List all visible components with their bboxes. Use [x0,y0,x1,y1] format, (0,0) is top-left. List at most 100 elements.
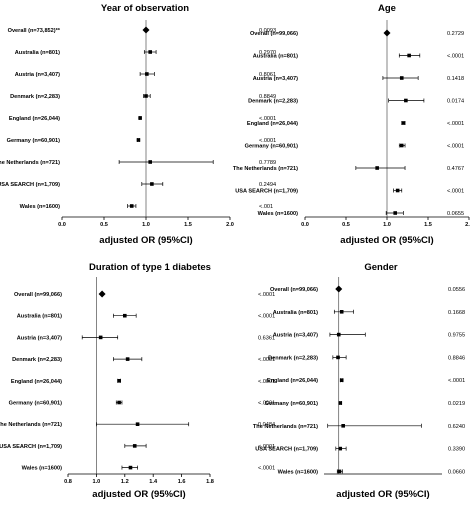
row-label: USA SEARCH (n=1,709) [0,444,62,450]
point-estimate [129,204,134,208]
row-label: The Netherlands (n=721) [0,422,62,428]
point-estimate [98,335,103,340]
p-value: <.0001 [258,357,275,363]
row-label: Overall (n=99,066) [270,287,318,293]
point-estimate [150,182,154,186]
row-label: Australia (n=801) [15,50,60,56]
p-value: 0.0484 [258,422,275,428]
row-label: Wales (n=1600) [20,204,61,210]
p-value: 0.2970 [259,50,276,56]
point-estimate [148,160,152,164]
x-tick-label: 1.0 [383,222,391,228]
p-value: 0.0660 [448,469,465,475]
point-estimate [336,332,341,337]
x-tick-label: 0.8 [64,479,72,485]
row-label: England (n=26,044) [267,378,318,384]
point-estimate [136,138,141,142]
x-tick-label: 1.5 [184,222,192,228]
x-axis-title: adjusted OR (95%CI) [340,235,433,246]
p-value: <.001 [259,204,273,210]
summary-diamond [335,285,343,293]
p-value: <.0001 [258,466,275,472]
x-tick-label: 1.8 [206,479,214,485]
point-estimate [399,76,404,80]
point-estimate [393,211,397,215]
p-value: 0.0093 [259,28,276,34]
p-value: 0.0655 [447,211,464,217]
row-label: Austria (n=3,407) [273,333,318,339]
point-estimate [132,444,137,448]
x-tick-label: 1.5 [424,222,432,228]
p-value: <.0001 [258,444,275,450]
row-label: Austria (n=3,407) [253,76,298,82]
row-label: Austria (n=3,407) [17,335,62,341]
x-tick-label: 1.6 [178,479,186,485]
p-value: 0.1418 [447,76,464,82]
p-value: 0.2729 [447,31,464,37]
point-estimate [404,98,408,103]
row-label: Australia (n=801) [253,54,298,60]
p-value: 0.8849 [259,94,276,100]
point-estimate [144,94,148,98]
row-label: Australia (n=801) [17,314,62,320]
p-value: <.0001 [259,116,276,122]
x-axis-title: adjusted OR (95%CI) [336,489,429,500]
point-estimate [125,357,130,361]
p-value: 0.6361 [258,335,275,341]
row-label: England (n=26,044) [11,379,62,385]
row-label: Denmark (n=2,283) [268,355,318,361]
point-estimate [117,379,121,383]
row-label: Denmark (n=2,283) [12,357,62,363]
x-tick-label: 1.4 [149,479,158,485]
summary-diamond [98,290,106,298]
x-tick-label: 0.5 [342,222,350,228]
row-label: England (n=26,044) [247,121,298,127]
p-value: <.0001 [258,292,275,298]
p-value: 0.2494 [259,182,276,188]
x-tick-label: 2.0 [465,222,470,228]
panel-title: Duration of type 1 diabetes [89,262,211,273]
row-label: England (n=26,044) [9,116,60,122]
x-tick-label: 0.0 [301,222,309,228]
p-value: <.0001 [447,189,464,195]
p-value: 0.0174 [447,99,464,105]
p-value: <.0001 [258,379,275,385]
point-estimate [337,469,342,474]
x-tick-label: 0.0 [58,222,66,228]
p-value: <.0001 [259,138,276,144]
row-label: Denmark (n=2,283) [248,99,298,105]
row-label: Austria (n=3,407) [15,72,60,78]
x-axis-title: adjusted OR (95%CI) [99,235,192,246]
row-label: Germany (n=60,901) [7,138,60,144]
point-estimate [338,446,343,451]
row-label: Wales (n=1600) [258,211,299,217]
point-estimate [117,400,121,405]
x-tick-label: 1.0 [142,222,150,228]
point-estimate [395,188,400,193]
row-label: The Netherlands (n=721) [253,424,318,430]
row-label: Overall (n=73,852)** [8,28,61,34]
point-estimate [123,313,127,318]
point-estimate [339,378,344,382]
point-estimate [341,424,345,428]
summary-diamond [142,26,150,34]
point-estimate [399,143,404,148]
row-label: USA SEARCH (n=1,709) [255,447,318,453]
panel-title: Year of observation [101,3,189,14]
point-estimate [401,121,406,125]
x-axis-title: adjusted OR (95%CI) [92,489,185,500]
row-label: The Netherlands (n=721) [0,160,60,166]
point-estimate [135,422,140,426]
p-value: <.0001 [447,144,464,150]
panel-title: Gender [364,262,398,273]
x-tick-label: 1.2 [121,479,129,485]
p-value: 0.0219 [448,401,465,407]
p-value: 0.0556 [448,287,465,293]
point-estimate [338,401,343,405]
row-label: Germany (n=60,901) [245,144,298,150]
p-value: 0.3390 [448,447,465,453]
p-value: <.0001 [258,314,275,320]
row-label: Wales (n=1600) [278,469,319,475]
row-label: Overall (n=99,066) [250,31,298,37]
